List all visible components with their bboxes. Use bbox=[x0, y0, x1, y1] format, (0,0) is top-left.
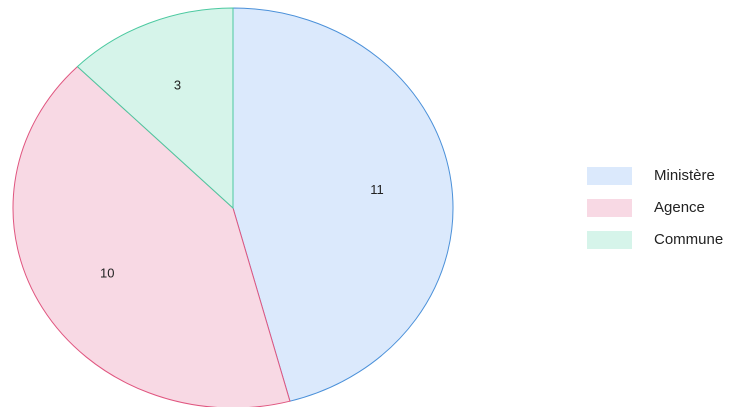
slice-label: 11 bbox=[370, 182, 384, 197]
pie-slice bbox=[76, 7, 234, 210]
pie-slice bbox=[232, 7, 454, 402]
legend-swatch[interactable] bbox=[587, 167, 632, 185]
legend-label[interactable]: Agence bbox=[654, 199, 705, 216]
legend-label[interactable]: Ministère bbox=[654, 167, 715, 184]
legend-swatch[interactable] bbox=[587, 231, 632, 249]
slice-label: 10 bbox=[100, 265, 114, 280]
legend-label[interactable]: Commune bbox=[654, 231, 723, 248]
slice-label: 3 bbox=[174, 77, 181, 92]
legend-swatch[interactable] bbox=[587, 199, 632, 217]
